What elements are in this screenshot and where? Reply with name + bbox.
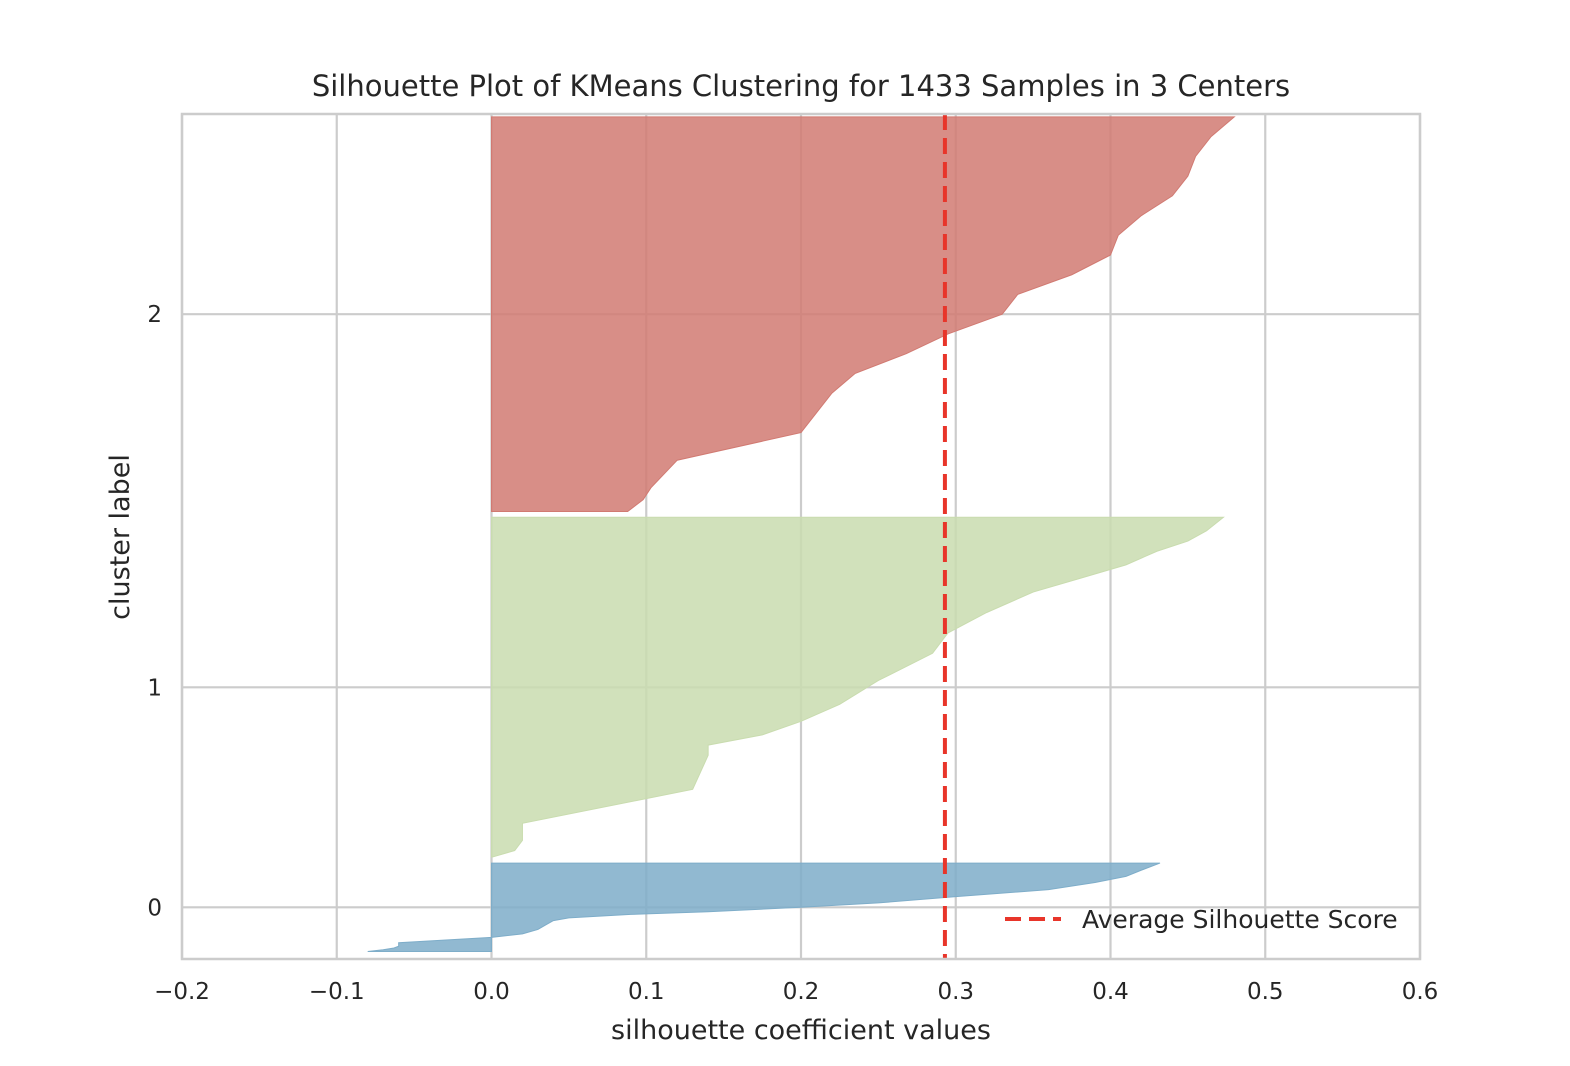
legend-label-average-score: Average Silhouette Score [1082,905,1398,934]
x-axis-label: silhouette coefficient values [611,1015,991,1046]
cluster-1-area [491,516,1225,858]
y-tick-labels: 0 1 2 [147,302,162,921]
x-tick-labels: −0.2 −0.1 0.0 0.1 0.2 0.3 0.4 0.5 0.6 [154,979,1438,1005]
x-tick-label: 0.4 [1092,979,1129,1005]
y-axis-label: cluster label [105,454,136,620]
cluster-areas [367,116,1236,953]
x-tick-label: 0.1 [628,979,665,1005]
x-tick-label: 0.3 [937,979,974,1005]
x-tick-label: 0.5 [1247,979,1284,1005]
plot-frame [180,112,1422,961]
x-tick-label: 0.2 [783,979,820,1005]
cluster-2-area [491,116,1236,513]
cluster-0-area [367,862,1161,953]
y-tick-label: 0 [147,895,162,921]
y-tick-label: 1 [147,675,162,701]
x-tick-label: 0.6 [1402,979,1439,1005]
y-tick-label: 2 [147,302,162,328]
x-tick-label: 0.0 [473,979,510,1005]
x-tick-label: −0.2 [154,979,210,1005]
legend: Average Silhouette Score [1005,905,1398,934]
chart-title: Silhouette Plot of KMeans Clustering for… [312,69,1290,103]
x-tick-label: −0.1 [309,979,365,1005]
